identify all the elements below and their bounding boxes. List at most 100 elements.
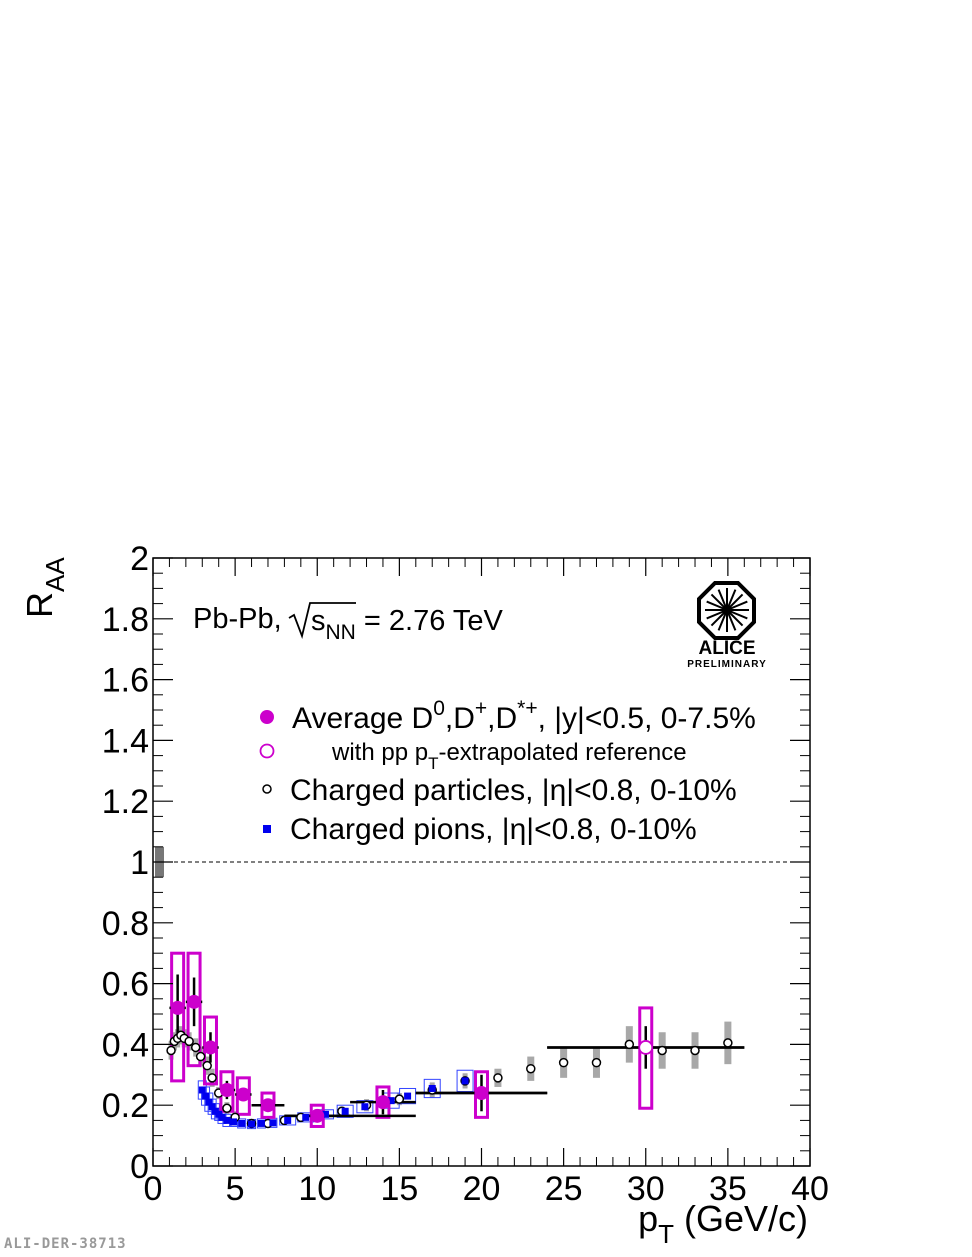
dmeson-point: [260, 1098, 275, 1113]
pion-point: [205, 1098, 213, 1106]
charged-point: [394, 1094, 405, 1104]
pion-point: [404, 1092, 412, 1100]
system-s: s: [311, 605, 326, 637]
charged-point: [493, 1073, 503, 1083]
svg-text:Pb-Pb,: Pb-Pb,: [193, 603, 282, 635]
dmeson-point: [310, 1108, 325, 1123]
charged-point: [558, 1057, 569, 1068]
dmeson-point: [375, 1095, 390, 1110]
charged-point: [222, 1103, 232, 1113]
dmeson-extrapolated-point: [638, 1040, 654, 1055]
y-tick-label: 0.2: [102, 1087, 149, 1125]
legend-marker-extrapolated: [259, 743, 275, 759]
pion-point: [257, 1119, 265, 1127]
dmeson-sys-box: [638, 1006, 654, 1110]
x-axis-title-main: p: [638, 1198, 658, 1239]
alice-emblem-ray: [706, 600, 728, 611]
dmeson-point: [187, 994, 202, 1009]
dmeson-point: [203, 1040, 218, 1055]
x-tick-label: 40: [791, 1170, 829, 1208]
dmeson-sys-box: [170, 951, 186, 1083]
y-tick-label: 1: [130, 844, 149, 882]
x-tick-label: 0: [144, 1170, 163, 1208]
x-axis-title-sub: T: [658, 1219, 674, 1249]
collision-system-label: Pb-Pb, sNN = 2.76 TeV: [193, 602, 503, 644]
charged-point: [624, 1039, 635, 1050]
legend-marker-d-meson: [260, 710, 274, 724]
pion-sys-box: [237, 1118, 247, 1129]
dmeson-sys-box: [186, 951, 202, 1068]
y-tick-label: 1.4: [102, 722, 149, 760]
y-axis-title-sub: AA: [40, 557, 70, 592]
y-tick-label: 0.8: [102, 905, 149, 943]
pion-point: [223, 1116, 231, 1124]
y-tick-label: 0: [130, 1148, 149, 1186]
pion-sys-box: [423, 1078, 441, 1099]
axis-ticks: 0 5 10 15 20 25 30 35 40 0 0.2 0.4 0.6 0.8 1 1.2 1.4 1.6 1…: [102, 540, 829, 1208]
x-tick-label: 30: [627, 1170, 665, 1208]
logo-tag: PRELIMINARY: [687, 659, 767, 670]
y-axis-title: RAA: [19, 557, 70, 618]
alice-emblem-ray: [706, 609, 728, 620]
x-tick-label: 35: [709, 1170, 747, 1208]
pion-point: [229, 1118, 237, 1126]
charged-point: [591, 1057, 602, 1068]
alice-emblem-ray: [726, 609, 737, 631]
sqrt-sign-icon: [288, 602, 356, 640]
pion-point: [248, 1120, 256, 1128]
charged-point: [657, 1045, 667, 1056]
pion-point: [461, 1077, 469, 1085]
legend-label-charged: Charged particles, |η|<0.8, 0-10%: [290, 774, 737, 807]
pion-point: [202, 1092, 210, 1100]
alice-emblem-ray: [710, 609, 728, 627]
system-nn: NN: [326, 621, 356, 644]
alice-emblem-icon: [697, 581, 756, 640]
x-tick-label: 25: [545, 1170, 583, 1208]
y-tick-label: 1.2: [102, 783, 149, 821]
alice-emblem-ray: [710, 593, 728, 611]
legend-marker-pions: [263, 825, 271, 833]
legend-marker-charged: [262, 784, 272, 794]
y-tick-label: 1.8: [102, 601, 149, 639]
x-axis-title-rest: (GeV/c): [674, 1198, 808, 1239]
pion-sys-box: [356, 1100, 374, 1114]
logo-name: ALICE: [699, 638, 756, 659]
alice-emblem-ray: [726, 600, 748, 611]
y-tick-label: 0.6: [102, 966, 149, 1004]
alice-emblem-ray: [717, 609, 728, 631]
charged-point: [690, 1045, 700, 1056]
x-tick-label: 10: [298, 1170, 336, 1208]
alice-emblem-ray: [726, 593, 744, 611]
charged-point: [723, 1038, 733, 1048]
legend: Average D0,D+,D*+, |y|<0.5, 0-7.5% with …: [259, 697, 756, 846]
alice-emblem-rays: [705, 588, 749, 632]
dmeson-point: [219, 1083, 234, 1097]
dmeson-point: [170, 1000, 185, 1015]
pion-sys-box: [456, 1069, 474, 1093]
x-tick-label: 20: [463, 1170, 501, 1208]
alice-emblem-ray: [726, 609, 744, 627]
y-axis-title-main: R: [19, 592, 60, 618]
y-tick-label: 1.6: [102, 662, 149, 700]
dmeson-point: [474, 1086, 489, 1101]
y-tick-label: 2: [130, 540, 149, 578]
pion-point: [284, 1116, 292, 1124]
system-prefix: Pb-Pb,: [193, 603, 282, 635]
svg-text:sNN = 2.76 TeV: sNN = 2.76 TeV: [311, 605, 503, 644]
charged-point: [184, 1036, 194, 1047]
pion-point: [321, 1110, 329, 1118]
alice-emblem-ray: [726, 609, 748, 620]
pion-point: [269, 1119, 277, 1127]
pion-point: [238, 1119, 246, 1127]
y-tick-label: 0.4: [102, 1026, 149, 1064]
pion-point: [361, 1103, 369, 1111]
charged-point: [190, 1042, 201, 1053]
data-points: [166, 994, 733, 1129]
charged-point: [202, 1060, 212, 1071]
x-axis-title: pT (GeV/c): [638, 1198, 808, 1249]
alice-emblem-ray: [717, 589, 728, 611]
system-energy: = 2.76 TeV: [356, 605, 504, 637]
legend-label-pions: Charged pions, |η|<0.8, 0-10%: [290, 813, 697, 846]
alice-emblem-ray: [726, 589, 737, 611]
